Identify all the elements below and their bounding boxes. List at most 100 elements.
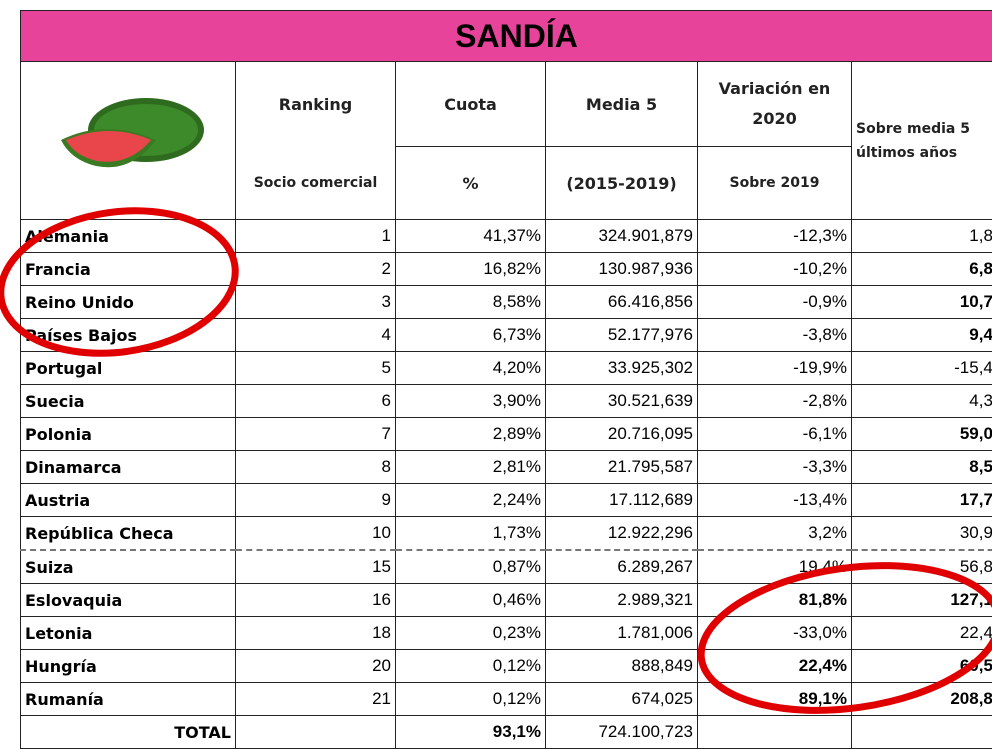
cell: 21.795,587 [545, 450, 698, 484]
country: Dinamarca [20, 450, 236, 484]
cell: 6,73% [395, 318, 546, 352]
cell: 4,20% [395, 351, 546, 385]
cell: 130.987,936 [545, 252, 698, 286]
cell: 22,4% [850, 616, 992, 650]
cell: 81,8% [697, 583, 852, 617]
cell: -33,0% [697, 616, 852, 650]
watermelon [61, 98, 204, 168]
cell: 4 [235, 318, 396, 352]
cell: 1,73% [395, 516, 546, 551]
cell: 20.716,095 [545, 417, 698, 451]
cell: 6,8% [850, 252, 992, 286]
title: SANDÍA [20, 10, 992, 62]
cell: 9,4% [850, 318, 992, 352]
cell: 56,8% [850, 549, 992, 584]
cell: 1.781,006 [545, 616, 698, 650]
cell: 2,24% [395, 483, 546, 517]
cell: 2.989,321 [545, 583, 698, 617]
cell: 0,12% [395, 649, 546, 683]
cell: 41,37% [395, 219, 546, 253]
cell: -2,8% [697, 384, 852, 418]
cell: 127,1% [850, 583, 992, 617]
cell: 3,90% [395, 384, 546, 418]
cell: -12,3% [697, 219, 852, 253]
cell: 52.177,976 [545, 318, 698, 352]
cell: 7 [235, 417, 396, 451]
cell: 16,82% [395, 252, 546, 286]
cell: 0,12% [395, 682, 546, 716]
cell: 17,7% [850, 483, 992, 517]
cell: 66.416,856 [545, 285, 698, 319]
cell: -0,9% [697, 285, 852, 319]
cell: 8,5% [850, 450, 992, 484]
header: Sobre 2019 [697, 146, 852, 220]
cell: 17.112,689 [545, 483, 698, 517]
cell: 0,46% [395, 583, 546, 617]
header: Media 5 [545, 61, 698, 147]
cell: 9 [235, 483, 396, 517]
country: República Checa [20, 516, 236, 551]
cell: -3,8% [697, 318, 852, 352]
cell: 5 [235, 351, 396, 385]
cell: 8 [235, 450, 396, 484]
country: Suecia [20, 384, 236, 418]
cell: 16 [235, 583, 396, 617]
cell: 12.922,296 [545, 516, 698, 551]
cell: -3,3% [697, 450, 852, 484]
cell: -19,9% [697, 351, 852, 385]
cell: 30.521,639 [545, 384, 698, 418]
cell: -15,4% [850, 351, 992, 385]
header: % [395, 146, 546, 220]
cell: 208,8% [850, 682, 992, 716]
cell: 1,8% [850, 219, 992, 253]
header: (2015-2019) [545, 146, 698, 220]
cell: 19,4% [697, 549, 852, 584]
cell: 8,58% [395, 285, 546, 319]
country: Reino Unido [20, 285, 236, 319]
country: Portugal [20, 351, 236, 385]
cell: 2 [235, 252, 396, 286]
cell: 10 [235, 516, 396, 551]
cell: 30,9% [850, 516, 992, 551]
header: Cuota [395, 61, 546, 147]
cell: 6 [235, 384, 396, 418]
cell: 2,81% [395, 450, 546, 484]
cell [850, 715, 992, 749]
header: Sobre media 5 últimos años [850, 61, 992, 220]
total-label: TOTAL [20, 715, 236, 749]
total-share: 93,1% [395, 715, 546, 749]
cell: 20 [235, 649, 396, 683]
cell: 888,849 [545, 649, 698, 683]
cell: 6.289,267 [545, 549, 698, 584]
cell: 3,2% [697, 516, 852, 551]
country: Eslovaquia [20, 583, 236, 617]
cell: 89,1% [697, 682, 852, 716]
cell: 60,5% [850, 649, 992, 683]
cell: 18 [235, 616, 396, 650]
cell: 1 [235, 219, 396, 253]
cell: 22,4% [697, 649, 852, 683]
cell [235, 715, 396, 749]
country: Francia [20, 252, 236, 286]
cell: 324.901,879 [545, 219, 698, 253]
country: Alemania [20, 219, 236, 253]
cell: 59,0% [850, 417, 992, 451]
country: Rumanía [20, 682, 236, 716]
header: Ranking [235, 61, 396, 147]
country: Países Bajos [20, 318, 236, 352]
country: Letonia [20, 616, 236, 650]
country: Polonia [20, 417, 236, 451]
cell: 0,87% [395, 549, 546, 584]
cell: -13,4% [697, 483, 852, 517]
cell: 0,23% [395, 616, 546, 650]
